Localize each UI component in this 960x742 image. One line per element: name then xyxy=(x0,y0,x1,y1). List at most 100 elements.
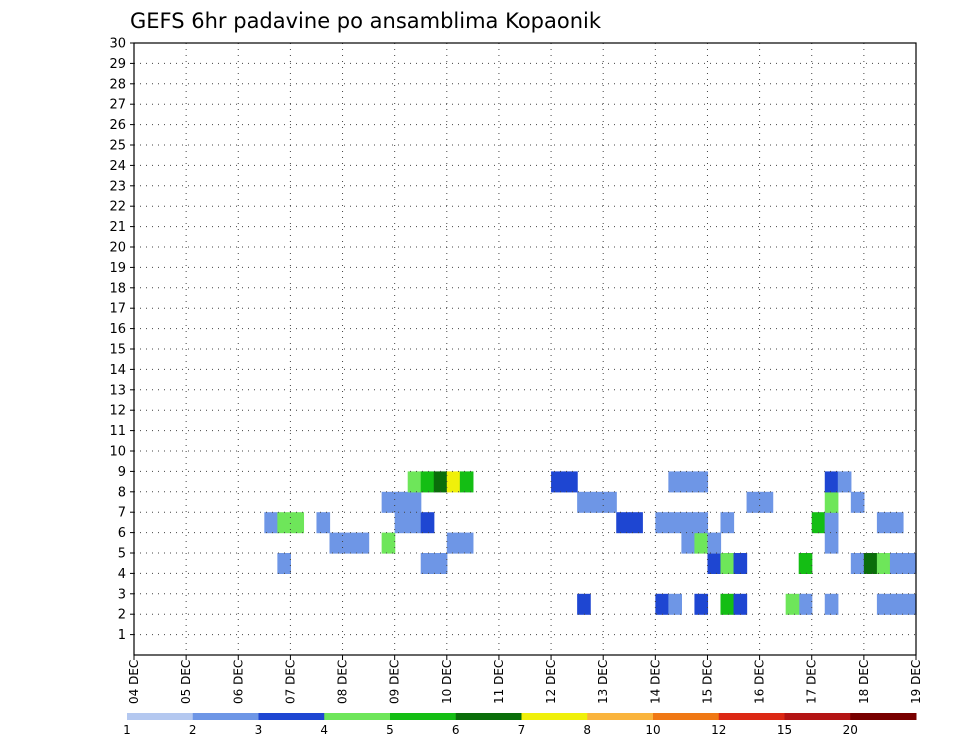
heatmap-cell xyxy=(629,512,643,534)
heatmap-cell xyxy=(824,512,839,534)
heatmap-cell xyxy=(264,512,278,534)
colorbar-segment xyxy=(653,713,720,720)
x-tick-label: 14 DEC xyxy=(648,660,662,704)
x-tick-label: 16 DEC xyxy=(753,660,767,704)
x-axis: 04 DEC 05 DEC 06 DEC 07 DEC 08 DEC 09 DEC 10 D… xyxy=(127,655,923,704)
colorbar-segment xyxy=(521,713,588,720)
colorbar-segment xyxy=(127,713,194,720)
x-tick-label: 17 DEC xyxy=(805,660,819,704)
heatmap-cell xyxy=(902,593,917,615)
x-tick-label: 10 DEC xyxy=(440,660,454,704)
y-tick-label: 17 xyxy=(109,302,126,317)
colorbar-tick-label: 8 xyxy=(583,723,591,737)
y-tick-label: 9 xyxy=(118,465,126,480)
y-tick-label: 5 xyxy=(118,547,126,562)
heatmap-cell xyxy=(694,471,709,493)
heatmap-cell xyxy=(681,532,696,554)
heatmap-cell xyxy=(277,512,291,534)
x-tick-label: 06 DEC xyxy=(231,660,245,704)
heatmap-cell xyxy=(837,471,852,493)
colorbar-tick-label: 12 xyxy=(711,723,726,737)
heatmap-cell xyxy=(329,532,344,554)
colorbar-tick-label: 2 xyxy=(189,723,197,737)
colorbar-segment xyxy=(784,713,851,720)
y-tick-label: 13 xyxy=(109,383,126,398)
heatmap-cell xyxy=(577,593,591,615)
heatmap-cell xyxy=(394,512,409,534)
y-tick-label: 11 xyxy=(109,424,126,439)
heatmap-cell xyxy=(824,491,839,513)
heatmap-cell xyxy=(889,593,904,615)
heatmap-cell xyxy=(668,512,682,534)
y-axis: 1234567891011121314151617181920212223242… xyxy=(109,37,134,643)
heatmap-cell xyxy=(889,512,904,534)
y-tick-label: 12 xyxy=(109,404,126,419)
heatmap-cell xyxy=(889,553,904,574)
x-tick-label: 07 DEC xyxy=(283,660,297,704)
colorbar-segment xyxy=(192,713,259,720)
gridlines xyxy=(134,42,916,655)
y-tick-label: 29 xyxy=(109,57,126,72)
heatmap-cell xyxy=(407,491,422,513)
x-tick-label: 04 DEC xyxy=(127,660,141,704)
heatmap-cell xyxy=(811,512,826,534)
heatmap-cells xyxy=(264,471,917,615)
heatmap-cell xyxy=(824,593,839,615)
y-tick-label: 19 xyxy=(109,261,126,276)
y-tick-label: 30 xyxy=(109,37,126,52)
y-tick-label: 4 xyxy=(118,567,126,582)
heatmap-cell xyxy=(616,512,630,534)
y-tick-label: 15 xyxy=(109,343,126,358)
heatmap-cell xyxy=(342,532,357,554)
y-tick-label: 16 xyxy=(109,322,126,337)
y-tick-label: 22 xyxy=(109,200,126,215)
y-tick-label: 2 xyxy=(118,608,126,623)
y-tick-label: 25 xyxy=(109,139,126,154)
heatmap-cell xyxy=(850,553,865,574)
heatmap-cell xyxy=(394,491,409,513)
x-tick-label: 18 DEC xyxy=(857,660,871,704)
heatmap-cell xyxy=(798,593,813,615)
y-tick-label: 26 xyxy=(109,118,126,133)
heatmap-cell xyxy=(681,512,696,534)
heatmap-cell xyxy=(694,512,709,534)
colorbar-tick-label: 15 xyxy=(777,723,792,737)
heatmap-cell xyxy=(733,553,748,574)
heatmap-cell xyxy=(407,512,422,534)
y-tick-label: 7 xyxy=(118,506,126,521)
heatmap-cell xyxy=(577,491,591,513)
heatmap-cell xyxy=(446,471,461,493)
y-tick-label: 27 xyxy=(109,98,126,113)
heatmap-cell xyxy=(433,553,448,574)
colorbar-tick-label: 20 xyxy=(843,723,858,737)
colorbar-legend: 1 2 3 4 5 6 7 8 10 12 15 20 xyxy=(123,713,917,737)
heatmap-cell xyxy=(459,471,474,493)
heatmap-cell xyxy=(564,471,578,493)
colorbar-tick-label: 3 xyxy=(255,723,263,737)
colorbar-tick-label: 1 xyxy=(123,723,131,737)
heatmap-cell xyxy=(720,593,735,615)
heatmap-cell xyxy=(876,512,891,534)
heatmap-cell xyxy=(290,512,305,534)
colorbar-segment xyxy=(850,713,917,720)
y-tick-label: 28 xyxy=(109,77,126,92)
heatmap-cell xyxy=(668,593,682,615)
heatmap-cell xyxy=(420,553,435,574)
heatmap-cell xyxy=(694,532,709,554)
heatmap-cell xyxy=(655,512,669,534)
x-tick-label: 15 DEC xyxy=(700,660,714,704)
x-tick-label: 11 DEC xyxy=(492,660,506,704)
y-tick-label: 20 xyxy=(109,241,126,256)
heatmap-cell xyxy=(316,512,331,534)
x-tick-label: 05 DEC xyxy=(179,660,193,704)
heatmap-cell xyxy=(720,553,735,574)
heatmap-cell xyxy=(733,593,748,615)
heatmap-cell xyxy=(355,532,370,554)
colorbar-tick-label: 5 xyxy=(386,723,394,737)
y-tick-label: 21 xyxy=(109,220,126,235)
y-tick-label: 6 xyxy=(118,526,126,541)
heatmap-cell xyxy=(681,471,696,493)
x-tick-label: 09 DEC xyxy=(388,660,402,704)
heatmap-cell xyxy=(759,491,774,513)
x-tick-label: 13 DEC xyxy=(596,660,610,704)
